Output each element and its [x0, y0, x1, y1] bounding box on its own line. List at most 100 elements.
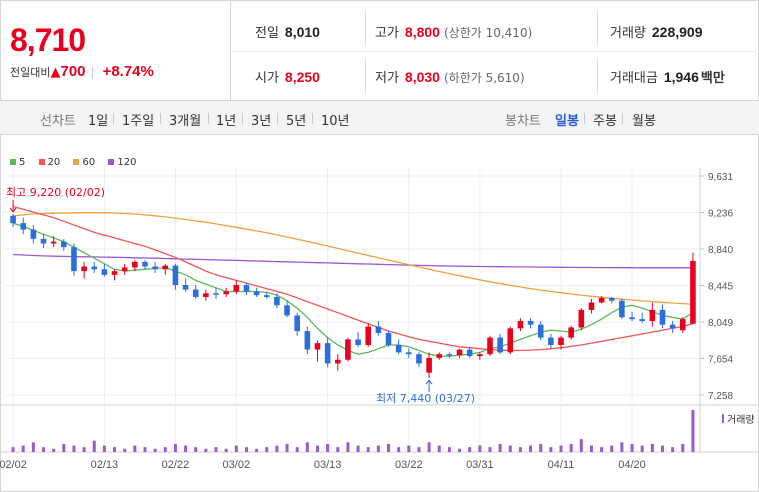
volume-bar: [417, 447, 421, 452]
stat-volume: 거래량 228,909: [610, 22, 703, 41]
candle-body: [456, 349, 463, 356]
x-tick-label: 02/02: [0, 459, 27, 471]
legend-item-ma120: 120: [108, 157, 137, 168]
volume-bar: [224, 448, 228, 452]
x-tick-label: 02/22: [162, 459, 190, 471]
candle-body: [426, 357, 432, 373]
candle-body: [690, 260, 696, 324]
candle-body: [91, 266, 98, 270]
line-chart-label: 선차트: [40, 114, 76, 129]
candle-body: [101, 269, 108, 275]
low-annotation: 최저 7,440 (03/27): [376, 392, 475, 405]
candle-body: [30, 229, 37, 239]
volume-bar: [102, 445, 106, 452]
candle-body: [669, 324, 676, 329]
candle-body: [527, 320, 534, 325]
volume-bar: [72, 445, 76, 452]
candle-body: [132, 261, 138, 268]
divider: [312, 113, 313, 124]
candle-body: [263, 295, 270, 297]
chart-legend: 5 20 60 120: [10, 157, 147, 168]
candle-chart-label: 봉차트: [505, 114, 541, 129]
candle-body: [152, 266, 158, 270]
candle-body: [629, 317, 635, 320]
lower-limit: (하한가 5,610): [443, 71, 525, 85]
upper-limit: (상한가 10,410): [443, 26, 533, 40]
candle-body: [659, 309, 666, 325]
tab-5y[interactable]: 5년: [286, 114, 307, 129]
tab-1w[interactable]: 1주일: [122, 114, 155, 129]
stat-value: 228,909: [651, 24, 703, 40]
volume-bar: [255, 448, 259, 452]
divider: [242, 113, 243, 124]
volume-bar: [265, 447, 269, 452]
y-tick-label: 9,631: [708, 172, 733, 183]
tab-3y[interactable]: 3년: [251, 114, 272, 129]
volume-bar: [153, 448, 157, 452]
volume-bar: [600, 447, 604, 452]
candle-body: [243, 284, 250, 292]
y-tick-label: 8,840: [708, 245, 733, 256]
candle-body: [233, 284, 240, 292]
candle-body: [477, 354, 483, 357]
candle-body: [436, 354, 443, 358]
candle-body: [203, 293, 209, 297]
volume-bar: [478, 445, 482, 452]
volume-bar: [468, 447, 472, 452]
divider: [277, 113, 278, 124]
tab-daily[interactable]: 일봉: [555, 114, 579, 129]
volume-bar: [244, 447, 248, 452]
price-box: 8,710 전일대비▲700 | +8.74%: [0, 0, 231, 101]
candle-body: [20, 223, 27, 230]
volume-legend-label: 거래량: [727, 414, 755, 426]
stat-value: 8,250: [284, 69, 320, 85]
price-change: 전일대비▲700 | +8.74%: [10, 63, 154, 80]
legend-item-ma5: 5: [10, 157, 25, 168]
volume-bar: [579, 439, 583, 452]
volume-bar: [610, 445, 614, 452]
tab-monthly[interactable]: 월봉: [632, 114, 656, 129]
volume-bar: [407, 445, 411, 452]
candle-body: [375, 326, 382, 333]
candle-body: [365, 326, 372, 345]
candle-body: [172, 265, 179, 285]
tab-1y[interactable]: 1년: [216, 114, 237, 129]
volume-legend-swatch: [722, 414, 724, 423]
divider: [365, 58, 366, 94]
tab-1d[interactable]: 1일: [88, 114, 109, 129]
candle-body: [162, 265, 169, 270]
volume-bar: [285, 443, 289, 452]
divider: |: [90, 65, 95, 79]
y-tick-label: 8,049: [708, 318, 733, 329]
candle-body: [10, 215, 16, 224]
candle-body: [304, 331, 311, 350]
candle-body: [111, 271, 118, 275]
change-amount: 700: [60, 63, 86, 80]
legend-swatch: [108, 159, 115, 165]
volume-bar: [204, 448, 208, 452]
volume-bar: [458, 448, 462, 452]
volume-bar: [437, 445, 441, 452]
x-tick-label: 03/13: [314, 459, 342, 471]
candle-body: [314, 343, 321, 350]
volume-bar: [681, 443, 685, 452]
volume-bar: [42, 447, 46, 452]
tab-weekly[interactable]: 주봉: [593, 114, 617, 129]
ma120-line: [13, 253, 693, 269]
chart-tab-bar: 선차트 1일 1주일 3개월 1년 3년 5년 10년 봉차트 일봉 주봉 월봉: [0, 101, 759, 135]
tab-10y[interactable]: 10년: [321, 114, 350, 129]
candlestick-chart[interactable]: 9,631 9,236 8,840 8,445 8,049 7,654 7,258 02/02…: [0, 135, 759, 492]
volume-bar: [691, 410, 695, 452]
volume-bar: [305, 442, 309, 452]
volume-bar: [640, 445, 644, 452]
x-tick-label: 04/11: [548, 459, 575, 471]
y-tick-label: 7,654: [708, 355, 733, 366]
volume-bar: [650, 443, 654, 452]
volume-bar: [62, 443, 66, 452]
candle-body: [284, 305, 290, 316]
y-tick-label: 7,258: [708, 391, 733, 402]
candle-body: [568, 327, 574, 338]
tab-3m[interactable]: 3개월: [169, 114, 202, 129]
volume-bar: [569, 443, 573, 452]
candle-body: [649, 309, 656, 321]
